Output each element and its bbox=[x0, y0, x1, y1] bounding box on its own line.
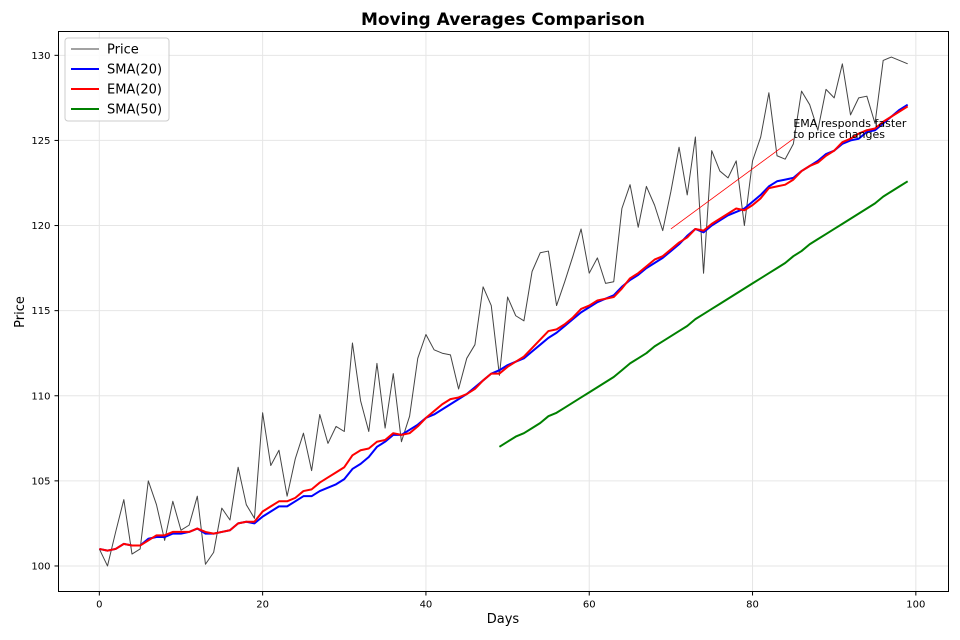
y-tick-label: 125 bbox=[31, 136, 50, 147]
y-axis-label: Price bbox=[13, 296, 28, 328]
chart-title: Moving Averages Comparison bbox=[361, 10, 645, 30]
legend: Price SMA(20) EMA(20) SMA(50) bbox=[64, 37, 170, 122]
legend-entry: SMA(20) bbox=[107, 63, 162, 78]
annotation-text: to price changes bbox=[793, 128, 885, 141]
legend-entry: SMA(50) bbox=[107, 103, 162, 118]
x-axis-label: Days bbox=[487, 612, 520, 627]
legend-entry: EMA(20) bbox=[107, 83, 162, 98]
series-line-1 bbox=[99, 103, 909, 552]
legend-box bbox=[64, 37, 170, 122]
y-tick-label: 110 bbox=[31, 391, 50, 402]
ticks: 0 20 40 60 80 100 100 105 110 115 120 125 130 bbox=[31, 51, 925, 611]
series-line-0 bbox=[98, 56, 908, 567]
y-tick-label: 115 bbox=[31, 306, 50, 317]
y-tick-label: 120 bbox=[31, 221, 50, 232]
x-tick-label: 60 bbox=[583, 600, 596, 611]
y-tick-label: 100 bbox=[31, 561, 50, 572]
x-tick-label: 80 bbox=[746, 600, 759, 611]
y-tick-label: 105 bbox=[31, 476, 50, 487]
legend-entry: Price bbox=[107, 43, 139, 58]
series-layer bbox=[98, 56, 909, 567]
x-tick-label: 100 bbox=[906, 600, 925, 611]
annotation-text: EMA responds faster bbox=[793, 117, 907, 130]
x-tick-label: 0 bbox=[96, 600, 102, 611]
grid bbox=[58, 31, 949, 592]
x-tick-label: 40 bbox=[420, 600, 433, 611]
plot-area bbox=[58, 31, 949, 592]
series-line-3 bbox=[498, 180, 909, 448]
series-line-2 bbox=[99, 105, 909, 552]
annotation-arrow bbox=[670, 138, 794, 230]
y-tick-label: 130 bbox=[31, 51, 50, 62]
x-tick-label: 20 bbox=[256, 600, 269, 611]
